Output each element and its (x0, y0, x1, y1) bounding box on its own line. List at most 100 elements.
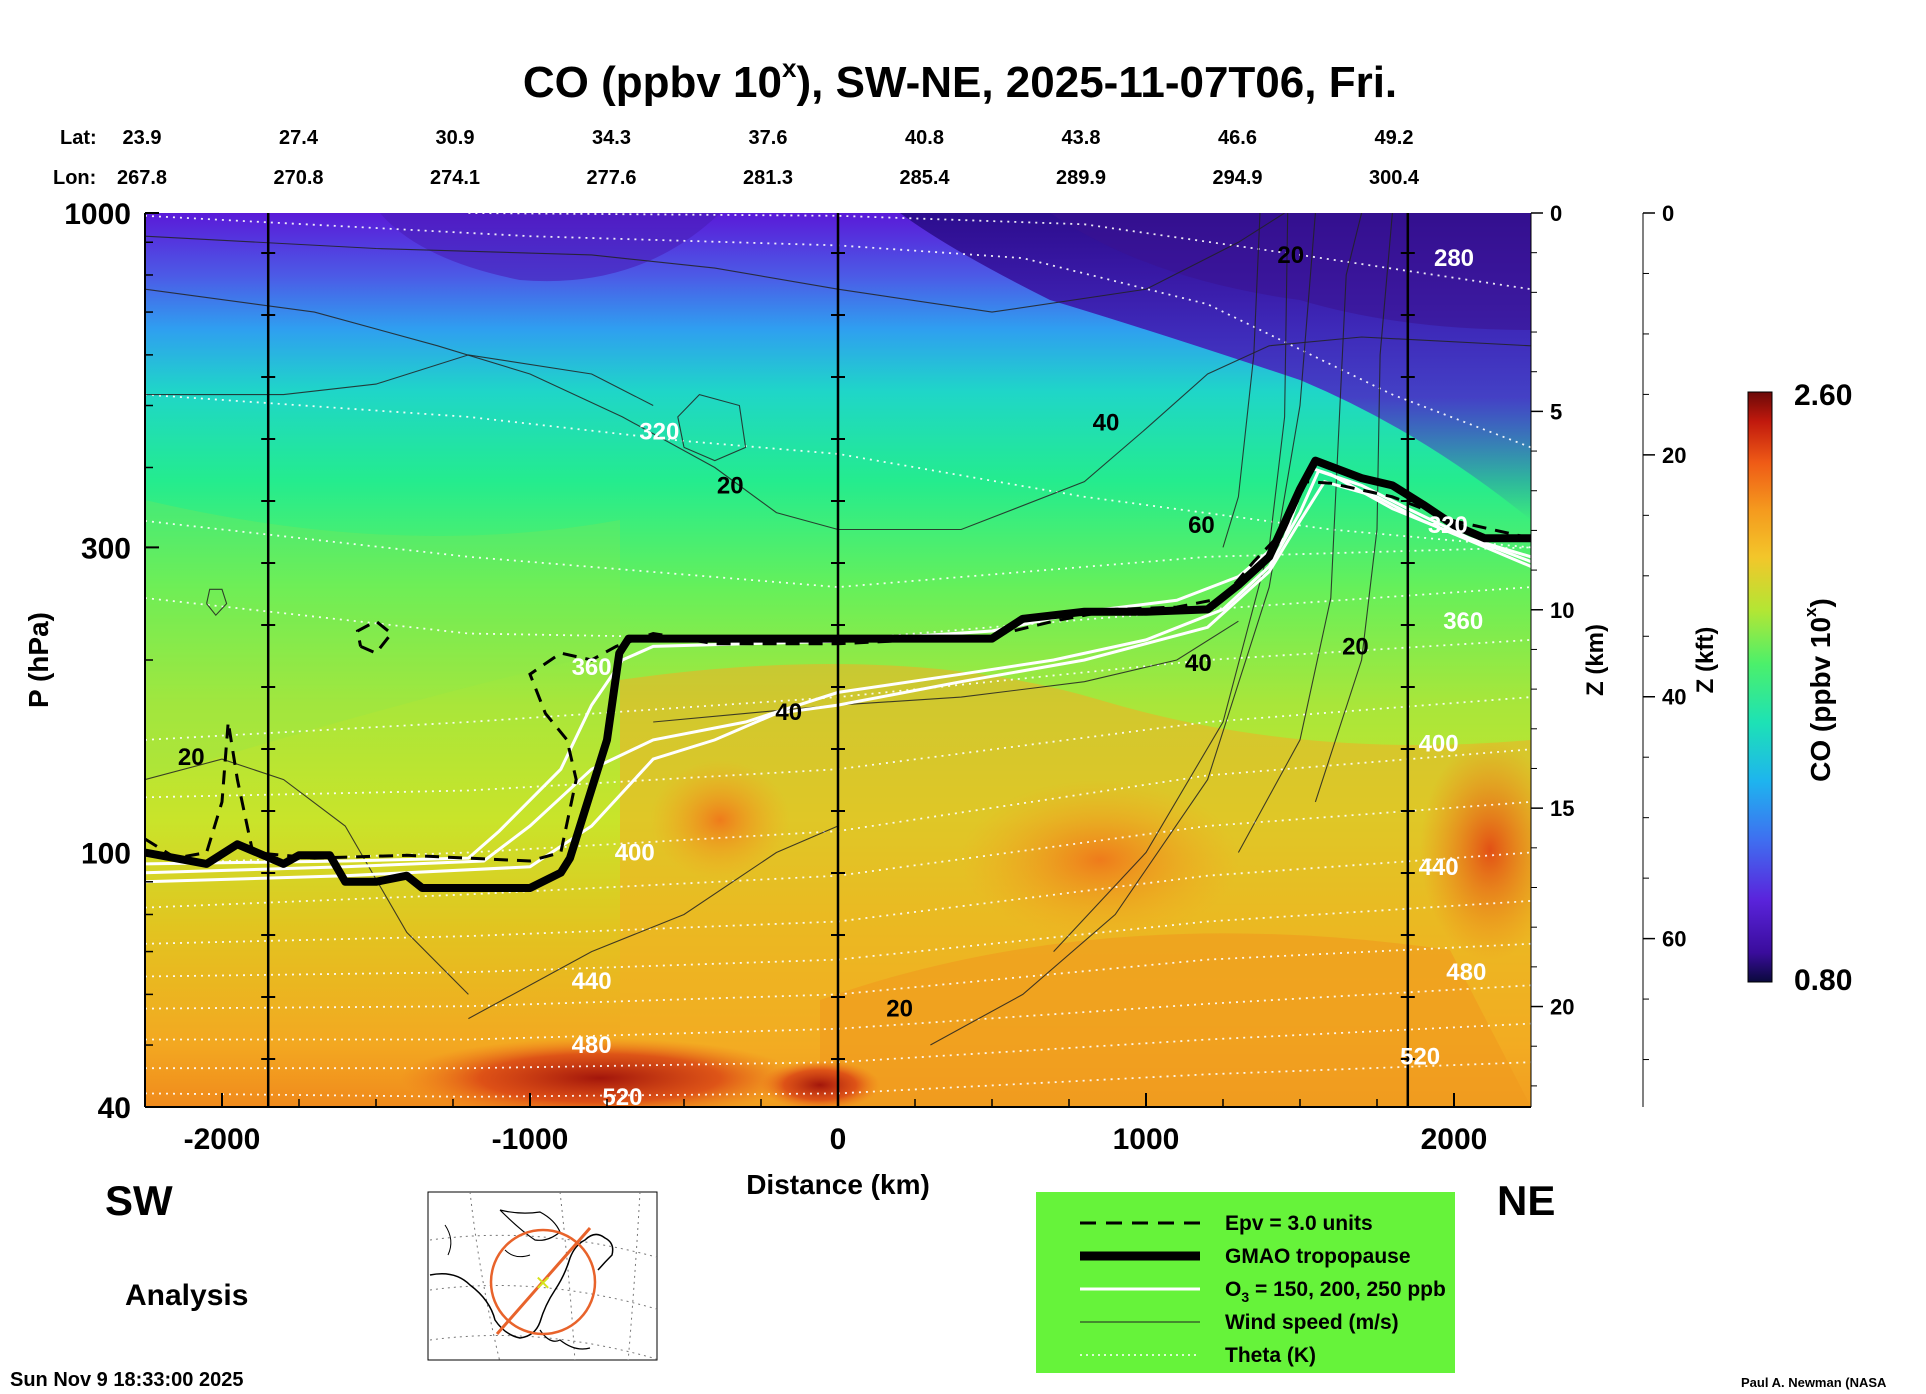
theta-contour-line (468, 213, 1531, 291)
tropopause-line (145, 456, 1531, 892)
z-kft-tick-label: 0 (1662, 201, 1674, 226)
theta-label: 480 (572, 1032, 612, 1059)
wind-contour-line (1237, 213, 1363, 853)
wind-label: 40 (1185, 650, 1212, 677)
z-km-tick-label: 0 (1550, 201, 1562, 226)
colorbar-title: CO (ppbv 10x) (1801, 598, 1836, 782)
z-kft-tick-label: 60 (1662, 927, 1686, 952)
legend-theta-label: Theta (K) (1225, 1344, 1316, 1367)
lat-tick-label: 37.6 (749, 127, 788, 149)
wind-label: 40 (1093, 410, 1120, 437)
pressure-axis-ticks: 40 100 300 1000 (64, 198, 159, 1125)
wind-contour-line (206, 588, 228, 617)
lon-tick-labels: 267.8 270.8 274.1 277.6 281.3 285.4 289.9 294.9… (117, 167, 1420, 189)
pressure-tick-label: 1000 (64, 198, 131, 231)
theta-label: 400 (615, 840, 655, 867)
lon-tick-label: 267.8 (117, 167, 167, 189)
wind-label: 20 (717, 472, 744, 499)
ozone-contour-line (145, 469, 1531, 875)
wind-label: 60 (1188, 512, 1215, 539)
wind-label: 20 (178, 744, 205, 771)
wind-label: 20 (1342, 633, 1369, 660)
credit: Paul A. Newman (NASA (1741, 1375, 1887, 1390)
chart-title: CO (ppbv 10x), SW-NE, 2025-11-07T06, Fri… (523, 53, 1397, 107)
wind-contour-line (145, 354, 654, 406)
lat-tick-label: 49.2 (1375, 127, 1414, 149)
lat-tick-labels: 23.9 27.4 30.9 34.3 37.6 40.8 43.8 46.6 49.2 (123, 127, 1414, 149)
map-center-mark: ✕ (535, 1271, 552, 1295)
z-km-ticks: 0 5 10 15 20 (1531, 201, 1574, 1087)
lon-tick-label: 285.4 (899, 167, 950, 189)
lon-tick-label: 281.3 (743, 167, 793, 189)
wind-contour-line (653, 620, 1239, 723)
colorbar-max-label: 2.60 (1794, 379, 1852, 412)
z-km-tick-label: 15 (1550, 796, 1574, 821)
lon-tick-label: 289.9 (1056, 167, 1106, 189)
section-vertical-lines (261, 213, 1415, 1107)
pressure-tick-label: 40 (98, 1092, 131, 1125)
theta-label: 320 (639, 419, 679, 446)
inset-map: ✕ (427, 1191, 658, 1361)
distance-tick-label: 1000 (1113, 1123, 1180, 1156)
theta-label: 440 (1419, 854, 1459, 881)
colorbar-min-label: 0.80 (1794, 964, 1852, 997)
pressure-tick-label: 300 (81, 532, 131, 565)
lon-tick-label: 277.6 (586, 167, 636, 189)
legend: Epv = 3.0 units GMAO tropopause O3 = 150… (1036, 1192, 1455, 1373)
lat-tick-label: 43.8 (1062, 127, 1101, 149)
theta-label: 480 (1446, 959, 1486, 986)
z-kft-tick-label: 40 (1662, 685, 1686, 710)
wind-contour-line (145, 758, 469, 995)
theta-label: 520 (1400, 1043, 1440, 1070)
lat-tick-label: 30.9 (436, 127, 475, 149)
theta-label: 440 (572, 968, 612, 995)
legend-tropopause-label: GMAO tropopause (1225, 1245, 1411, 1268)
wind-speed-contours (145, 213, 1531, 1046)
lat-tick-label: 27.4 (279, 127, 319, 149)
z-km-tick-label: 5 (1550, 399, 1562, 424)
z-km-title: Z (km) (1582, 624, 1609, 696)
lon-tick-label: 294.9 (1212, 167, 1262, 189)
distance-tick-label: -2000 (184, 1123, 261, 1156)
legend-ozone-label: O3 = 150, 200, 250 ppb (1225, 1278, 1446, 1305)
lat-tick-label: 46.6 (1218, 127, 1257, 149)
wind-label: 20 (1277, 242, 1304, 269)
z-km-tick-label: 20 (1550, 995, 1574, 1020)
lat-tick-label: 34.3 (592, 127, 631, 149)
epv-contour-line (355, 619, 394, 655)
lat-label: Lat: (60, 127, 97, 149)
theta-label: 280 (1434, 245, 1474, 272)
wind-contour-labels: 20 20 40 40 20 60 20 40 20 (178, 242, 1369, 1023)
timestamp: Sun Nov 9 18:33:00 2025 (10, 1369, 243, 1391)
map-range-circle (489, 1228, 597, 1336)
legend-epv-label: Epv = 3.0 units (1225, 1212, 1373, 1235)
z-km-tick-label: 10 (1550, 598, 1574, 623)
co-field (145, 213, 1531, 1107)
map-section-path (495, 1227, 592, 1335)
lon-label: Lon: (53, 167, 96, 189)
wind-contour-line (1053, 213, 1289, 952)
x-axis-title: Distance (km) (746, 1169, 930, 1200)
wind-contour-line (930, 213, 1316, 1046)
theta-label: 400 (1419, 731, 1459, 758)
lat-tick-label: 40.8 (905, 127, 944, 149)
wind-label: 20 (886, 996, 913, 1023)
y-axis-title: P (hPa) (23, 612, 54, 708)
pressure-tick-label: 100 (81, 838, 131, 871)
z-kft-ticks: 0 20 40 60 (1643, 201, 1686, 1061)
colorbar (1747, 391, 1773, 983)
lon-tick-label: 270.8 (273, 167, 323, 189)
wind-contour-line (468, 825, 839, 1020)
wind-contour-line (1314, 213, 1393, 803)
lon-tick-label: 300.4 (1369, 167, 1420, 189)
lon-tick-label: 274.1 (430, 167, 480, 189)
gmao-tropopause-line (145, 456, 1531, 892)
theta-label: 360 (572, 654, 612, 681)
theta-contour-line (145, 214, 1531, 449)
legend-wind-label: Wind speed (m/s) (1225, 1311, 1399, 1334)
theta-label: 360 (1443, 608, 1483, 635)
theta-label: 320 (1428, 512, 1468, 539)
wind-contour-line (677, 393, 747, 462)
distance-axis-ticks: -2000 -1000 0 1000 2000 (184, 1093, 1487, 1156)
